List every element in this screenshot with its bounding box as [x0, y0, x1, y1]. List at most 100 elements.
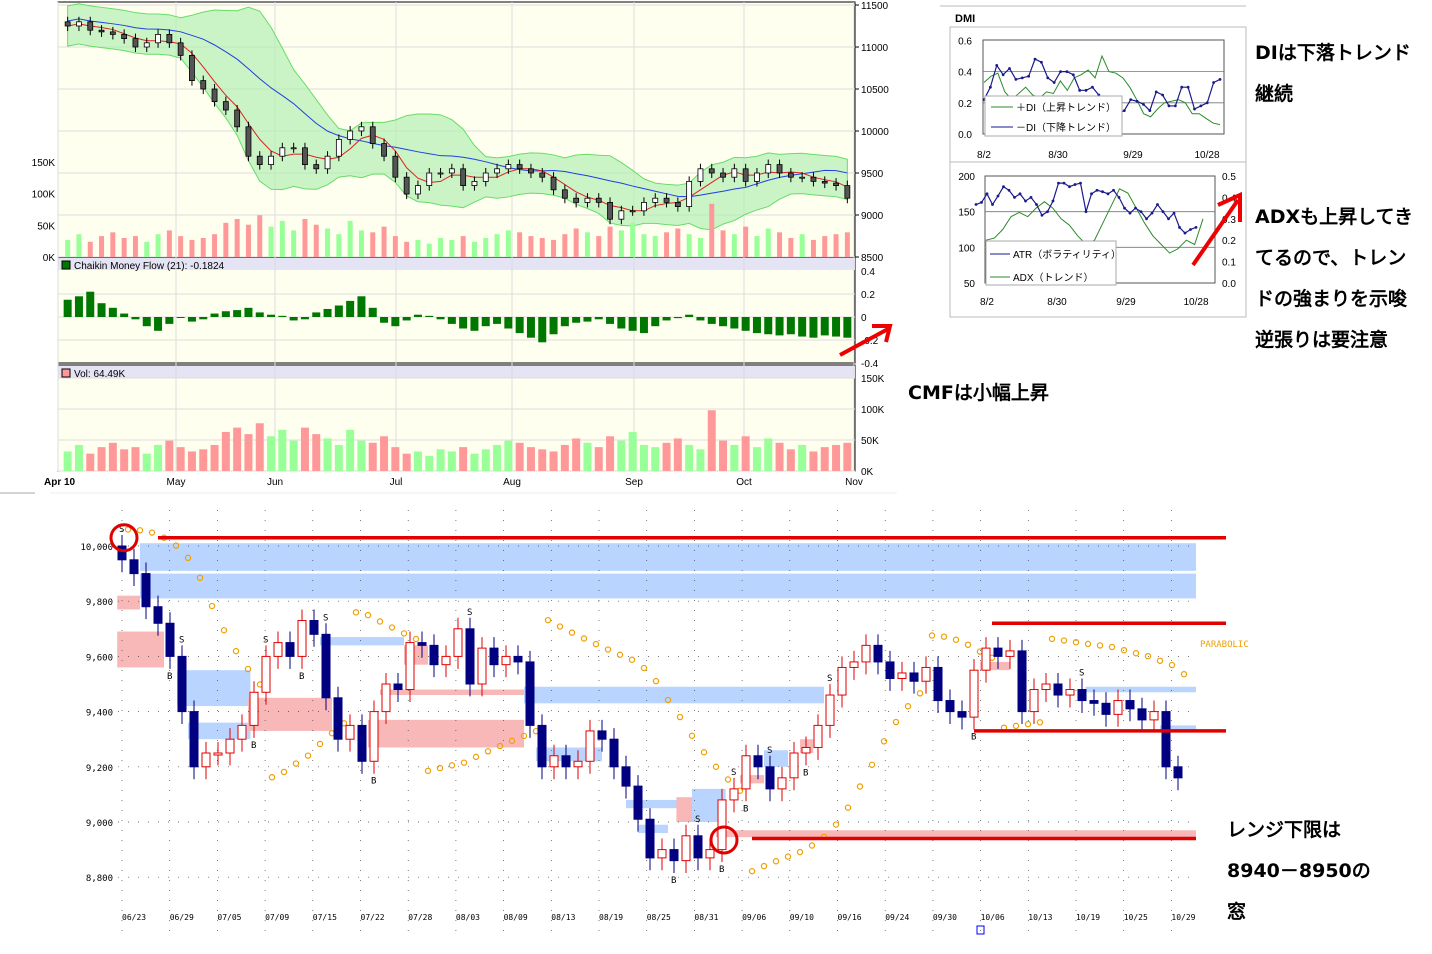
candle — [245, 126, 252, 157]
dmi-upper-y-label: 0.6 — [958, 36, 972, 47]
parabolic-sar-dot — [568, 629, 576, 636]
volume-overlay-bar — [822, 236, 828, 257]
dmi-lower-y-right-label: 0.3 — [1222, 215, 1236, 226]
volume-overlay-bar — [528, 236, 534, 257]
volume-bar — [447, 451, 456, 471]
cmf-bar — [436, 317, 445, 320]
atr-point — [1183, 231, 1187, 235]
bearish-candle — [417, 642, 427, 646]
cmf-bar — [323, 308, 332, 317]
price-axis-label: 9000 — [861, 211, 884, 222]
bottom-x-label: 08/19 — [599, 913, 623, 922]
atr-point — [980, 200, 983, 204]
bullish-candle — [381, 683, 391, 713]
signal-sell: S — [179, 635, 184, 645]
minus-di-point — [1071, 73, 1075, 77]
cmf-bar — [775, 317, 784, 336]
bearish-candle — [1077, 689, 1087, 702]
parabolic-sar-dot — [280, 768, 288, 776]
bearish-candle — [561, 755, 571, 768]
volume-bar — [267, 436, 276, 471]
bottom-x-label: 10/25 — [1124, 913, 1148, 922]
bullish-candle — [717, 799, 727, 851]
candle — [697, 168, 704, 182]
bearish-candle — [1173, 766, 1183, 779]
bearish-candle — [513, 655, 523, 663]
cmf-bar — [719, 317, 728, 327]
cmf-axis-label: 0.4 — [861, 267, 875, 278]
volume-overlay-bar — [494, 234, 500, 257]
candle — [471, 180, 478, 186]
parabolic-sar-dot — [520, 732, 528, 740]
cmf-bar — [538, 317, 547, 343]
bearish-candle — [165, 622, 175, 657]
cmf-bar — [662, 317, 671, 321]
candle — [482, 172, 489, 182]
parabolic-sar-dot — [1108, 643, 1116, 651]
bearish-candle — [489, 647, 499, 666]
volume-overlay-bar — [641, 234, 647, 257]
candle — [765, 164, 772, 174]
volume-overlay-bar — [166, 230, 172, 257]
atr-point — [1007, 188, 1011, 192]
cmf-bar — [820, 317, 829, 336]
bottom-x-label: 07/09 — [265, 913, 289, 922]
bearish-candle — [957, 711, 967, 718]
atr-point — [1018, 192, 1022, 196]
atr-point — [1112, 188, 1115, 192]
volume-bar — [142, 453, 151, 471]
minus-di-point — [1046, 76, 1050, 80]
month-label: Nov — [845, 477, 863, 488]
atr-point — [974, 203, 978, 206]
minus-di-point — [1052, 81, 1056, 84]
volume-bar — [673, 438, 682, 471]
bullish-candle — [657, 849, 667, 859]
bearish-candle — [753, 755, 763, 768]
candle — [403, 176, 410, 195]
bottom-x-label: 08/13 — [551, 913, 575, 922]
bullish-candle — [729, 788, 739, 801]
volume-bar — [425, 455, 434, 471]
volume-overlay-bar — [731, 234, 737, 257]
minus-di-point — [1199, 104, 1203, 108]
month-label: Aug — [503, 477, 521, 488]
parabolic-sar-dot — [292, 760, 300, 767]
cmf-bar — [493, 317, 502, 324]
blue-zone — [320, 637, 404, 646]
bottom-x-label: 07/22 — [361, 913, 385, 922]
parabolic-sar-dot — [1156, 657, 1164, 664]
candle — [539, 172, 546, 178]
candle — [200, 80, 207, 90]
candle — [189, 55, 195, 82]
volume-bar — [233, 427, 242, 471]
minus-di-point — [1040, 60, 1043, 64]
candle — [573, 197, 580, 203]
bearish-candle — [993, 647, 1003, 657]
atr-point — [985, 192, 989, 196]
parabolic-sar-dot — [1048, 635, 1056, 643]
bullish-candle — [273, 642, 283, 657]
volume-overlay-axis-label: 150K — [32, 158, 56, 169]
candle — [234, 109, 241, 128]
candle — [369, 126, 376, 145]
minus-di-point — [1122, 109, 1126, 112]
volume-bar — [380, 436, 389, 471]
month-label: Jun — [267, 477, 283, 488]
candle — [143, 42, 150, 48]
minus-di-point — [988, 85, 992, 89]
atr-point — [1029, 196, 1033, 199]
volume-axis-label: 0K — [861, 467, 874, 478]
dmi-lower-y-right-label: 0.0 — [1222, 279, 1236, 290]
bottom-y-label: 10,000 — [80, 543, 113, 553]
pink-zone — [676, 797, 692, 822]
minus-di-point — [1173, 104, 1177, 108]
candle — [528, 168, 534, 174]
bearish-candle — [129, 559, 139, 575]
range-note-line2: 8940－8950の — [1227, 860, 1371, 882]
volume-overlay-bar — [415, 239, 421, 257]
volume-bar — [617, 440, 626, 471]
parabolic-sar-dot — [472, 753, 480, 761]
atr-point — [1062, 181, 1066, 185]
cmf-bar — [413, 314, 422, 317]
cmf-bar — [86, 291, 95, 317]
